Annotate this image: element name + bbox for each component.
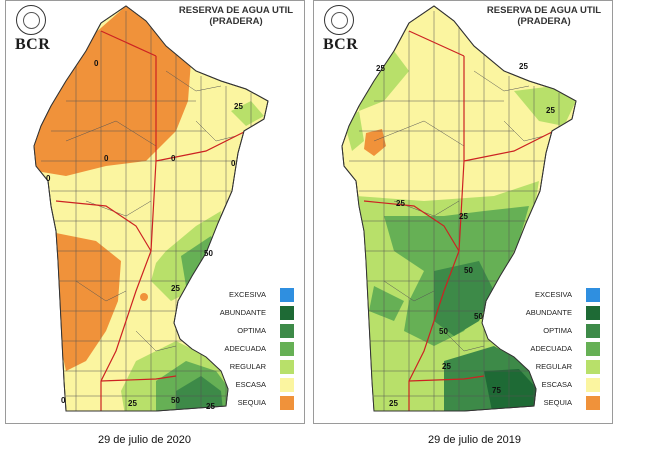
- legend-label: SEQUIA: [543, 398, 572, 407]
- legend-label: ESCASA: [541, 380, 572, 389]
- caption-2019: 29 de julio de 2019: [428, 434, 521, 446]
- legend-swatch: [586, 342, 600, 356]
- legend-item: ESCASA: [492, 377, 612, 395]
- map-title-line1: RESERVA DE AGUA UTIL: [486, 5, 602, 16]
- map-title: RESERVA DE AGUA UTIL (PRADERA): [161, 5, 304, 27]
- legend-item: SEQUIA: [492, 395, 612, 413]
- legend-item: SEQUIA: [186, 395, 304, 413]
- contour-label: 25: [442, 362, 451, 371]
- contour-label: 25: [128, 399, 137, 408]
- contour-label: 25: [546, 106, 555, 115]
- map-panel-2019: 25 25 25 25 25 50 50 50 25 75 25 BCR RES…: [313, 0, 613, 424]
- legend-label: EXCESIVA: [535, 290, 572, 299]
- legend-swatch: [280, 360, 294, 374]
- legend-item: ABUNDANTE: [492, 305, 612, 323]
- map-title: RESERVA DE AGUA UTIL (PRADERA): [469, 5, 612, 27]
- legend-item: OPTIMA: [492, 323, 612, 341]
- contour-label: 50: [439, 327, 448, 336]
- contour-label: 25: [459, 212, 468, 221]
- legend-swatch: [280, 396, 294, 410]
- map-panel-2020: 0 0 0 0 0 25 50 25 25 50 0 25 BCR RESERV…: [5, 0, 305, 424]
- legend-label: REGULAR: [535, 362, 572, 371]
- contour-label: 0: [61, 396, 66, 405]
- legend-swatch: [280, 288, 294, 302]
- legend-item: ESCASA: [186, 377, 304, 395]
- legend-label: OPTIMA: [543, 326, 572, 335]
- contour-label: 25: [376, 64, 385, 73]
- contour-label: 50: [464, 266, 473, 275]
- water-reserve-map-2020: 0 0 0 0 0 25 50 25 25 50 0 25: [33, 5, 269, 412]
- legend-item: REGULAR: [492, 359, 612, 377]
- bcr-seal-icon: [324, 5, 354, 35]
- logo: BCR: [323, 36, 359, 53]
- legend: EXCESIVA ABUNDANTE OPTIMA ADECUADA REGUL…: [186, 287, 304, 413]
- legend-swatch: [280, 306, 294, 320]
- legend-item: ADECUADA: [186, 341, 304, 359]
- legend-label: EXCESIVA: [229, 290, 266, 299]
- contour-label: 75: [492, 386, 501, 395]
- contour-label: 50: [204, 249, 213, 258]
- legend-label: ADECUADA: [530, 344, 572, 353]
- caption-2020: 29 de julio de 2020: [98, 434, 191, 446]
- legend-swatch: [586, 378, 600, 392]
- bcr-seal-icon: [16, 5, 46, 35]
- legend-label: OPTIMA: [237, 326, 266, 335]
- legend-swatch: [586, 324, 600, 338]
- legend-swatch: [586, 396, 600, 410]
- contour-label: 0: [94, 59, 99, 68]
- legend-label: ADECUADA: [224, 344, 266, 353]
- legend-label: ESCASA: [235, 380, 266, 389]
- legend-label: REGULAR: [229, 362, 266, 371]
- legend-label: SEQUIA: [237, 398, 266, 407]
- map-title-line2: (PRADERA): [517, 16, 571, 27]
- legend-item: ABUNDANTE: [186, 305, 304, 323]
- legend-swatch: [280, 342, 294, 356]
- contour-label: 25: [519, 62, 528, 71]
- legend-item: EXCESIVA: [186, 287, 304, 305]
- legend-item: EXCESIVA: [492, 287, 612, 305]
- contour-label: 50: [171, 396, 180, 405]
- legend-swatch: [586, 360, 600, 374]
- map-title-line1: RESERVA DE AGUA UTIL: [178, 5, 294, 16]
- contour-label: 25: [234, 102, 243, 111]
- legend-swatch: [280, 324, 294, 338]
- legend-item: OPTIMA: [186, 323, 304, 341]
- legend-swatch: [586, 306, 600, 320]
- legend-swatch: [280, 378, 294, 392]
- legend-item: ADECUADA: [492, 341, 612, 359]
- logo: BCR: [15, 36, 51, 53]
- contour-label: 25: [171, 284, 180, 293]
- contour-label: 25: [396, 199, 405, 208]
- legend-item: REGULAR: [186, 359, 304, 377]
- contour-label: 0: [104, 154, 109, 163]
- legend: EXCESIVA ABUNDANTE OPTIMA ADECUADA REGUL…: [492, 287, 612, 413]
- contour-label: 25: [389, 399, 398, 408]
- contour-label: 50: [474, 312, 483, 321]
- contour-label: 0: [171, 154, 176, 163]
- contour-label: 25: [206, 402, 215, 411]
- map-title-line2: (PRADERA): [209, 16, 263, 27]
- legend-label: ABUNDANTE: [525, 308, 572, 317]
- legend-swatch: [586, 288, 600, 302]
- water-reserve-map-2019: 25 25 25 25 25 50 50 50 25 75 25: [341, 5, 577, 412]
- contour-label: 0: [46, 174, 51, 183]
- legend-label: ABUNDANTE: [219, 308, 266, 317]
- contour-label: 0: [231, 159, 236, 168]
